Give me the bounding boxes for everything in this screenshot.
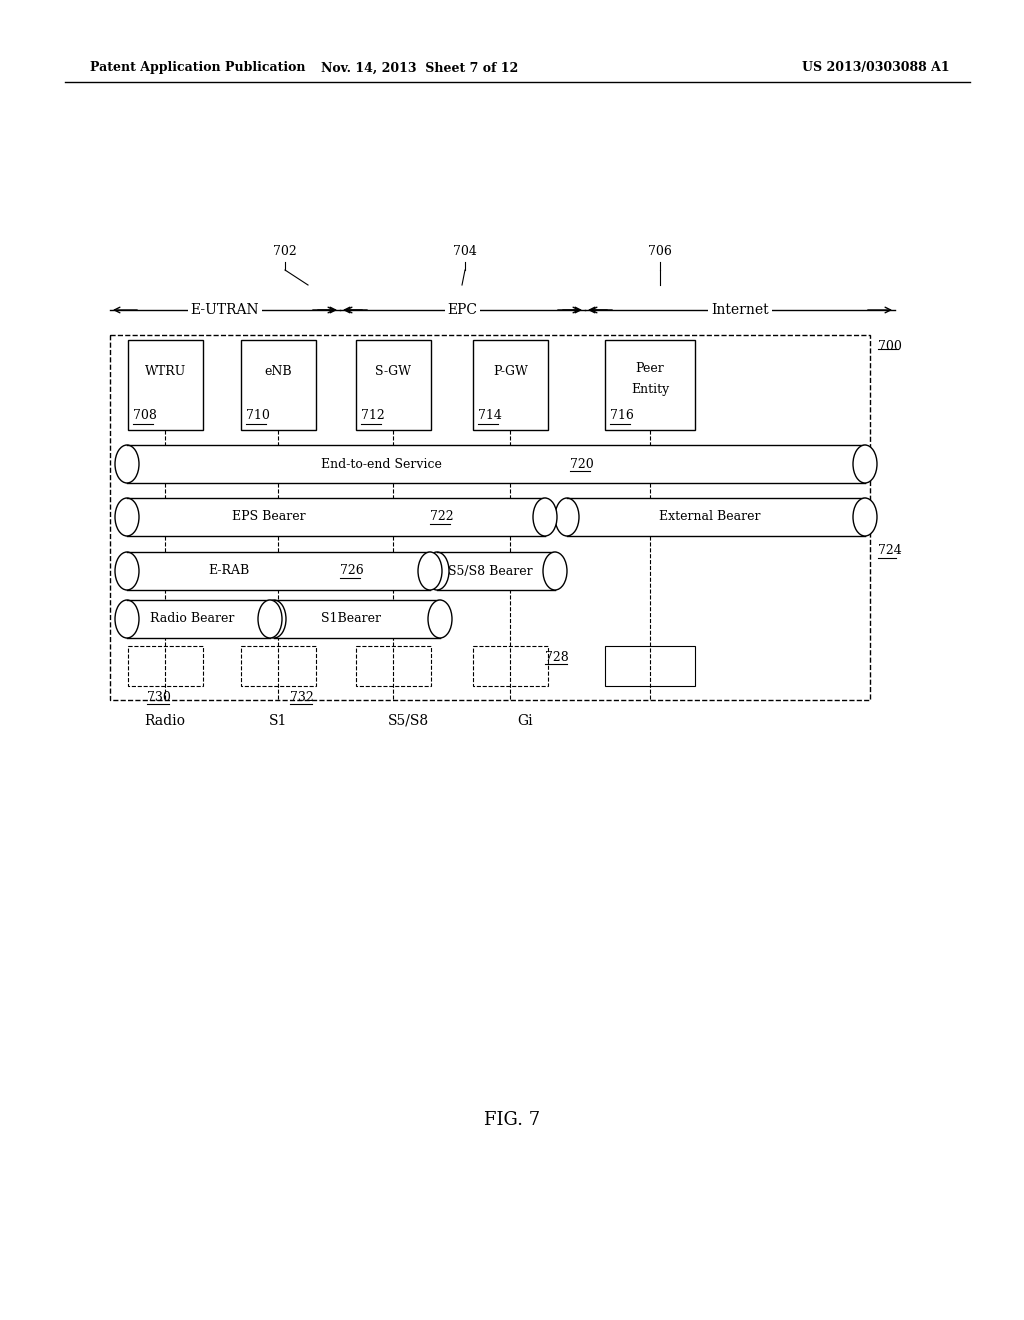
Text: 708: 708: [133, 409, 157, 422]
Bar: [127, 498, 545, 536]
Text: 720: 720: [570, 458, 594, 470]
Text: 722: 722: [430, 511, 454, 524]
Text: 732: 732: [290, 690, 313, 704]
Text: Patent Application Publication: Patent Application Publication: [90, 62, 305, 74]
Text: Nov. 14, 2013  Sheet 7 of 12: Nov. 14, 2013 Sheet 7 of 12: [322, 62, 518, 74]
Ellipse shape: [853, 498, 877, 536]
Text: S5/S8: S5/S8: [387, 714, 429, 729]
Text: 702: 702: [273, 246, 297, 257]
Text: 716: 716: [610, 409, 634, 422]
Text: E-UTRAN: E-UTRAN: [190, 304, 259, 317]
Text: P-GW: P-GW: [494, 366, 528, 378]
Bar: [605, 645, 695, 686]
Text: 712: 712: [361, 409, 385, 422]
Text: S1: S1: [269, 714, 287, 729]
Ellipse shape: [555, 498, 579, 536]
Bar: [128, 645, 203, 686]
Bar: [274, 601, 440, 638]
Ellipse shape: [428, 601, 452, 638]
Ellipse shape: [115, 498, 139, 536]
Text: Entity: Entity: [631, 383, 669, 396]
Text: 706: 706: [648, 246, 672, 257]
Text: 714: 714: [478, 409, 502, 422]
Text: 700: 700: [878, 341, 902, 352]
Text: eNB: eNB: [264, 366, 292, 378]
Text: 710: 710: [246, 409, 270, 422]
Text: Gi: Gi: [517, 714, 532, 729]
Bar: [127, 445, 865, 483]
Text: 704: 704: [453, 246, 477, 257]
Bar: [356, 645, 431, 686]
Bar: [356, 341, 431, 430]
Ellipse shape: [425, 552, 449, 590]
Text: Internet: Internet: [712, 304, 769, 317]
Text: EPC: EPC: [447, 304, 477, 317]
Text: US 2013/0303088 A1: US 2013/0303088 A1: [803, 62, 950, 74]
Ellipse shape: [418, 552, 442, 590]
Text: 724: 724: [878, 544, 902, 557]
Text: WTRU: WTRU: [144, 366, 186, 378]
Bar: [473, 341, 548, 430]
Bar: [128, 341, 203, 430]
Bar: [437, 552, 555, 590]
Ellipse shape: [258, 601, 282, 638]
Bar: [127, 601, 270, 638]
Text: S1Bearer: S1Bearer: [321, 612, 381, 626]
Text: 728: 728: [545, 651, 568, 664]
Ellipse shape: [115, 445, 139, 483]
Bar: [473, 645, 548, 686]
Text: 730: 730: [147, 690, 171, 704]
Text: Radio Bearer: Radio Bearer: [151, 612, 234, 626]
Bar: [110, 335, 870, 700]
Text: EPS Bearer: EPS Bearer: [232, 511, 306, 524]
Text: E-RAB: E-RAB: [208, 565, 250, 578]
Text: External Bearer: External Bearer: [659, 511, 761, 524]
Ellipse shape: [534, 498, 557, 536]
Bar: [241, 341, 316, 430]
Bar: [241, 645, 316, 686]
Bar: [567, 498, 865, 536]
Ellipse shape: [115, 601, 139, 638]
Text: S5/S8 Bearer: S5/S8 Bearer: [447, 565, 532, 578]
Text: S-GW: S-GW: [376, 366, 412, 378]
Text: 726: 726: [340, 565, 364, 578]
Text: FIG. 7: FIG. 7: [484, 1111, 540, 1129]
Text: End-to-end Service: End-to-end Service: [321, 458, 441, 470]
Ellipse shape: [853, 445, 877, 483]
Ellipse shape: [262, 601, 286, 638]
Bar: [605, 341, 695, 430]
Text: Peer: Peer: [636, 362, 665, 375]
Ellipse shape: [543, 552, 567, 590]
Bar: [127, 552, 430, 590]
Ellipse shape: [115, 552, 139, 590]
Text: Radio: Radio: [144, 714, 185, 729]
